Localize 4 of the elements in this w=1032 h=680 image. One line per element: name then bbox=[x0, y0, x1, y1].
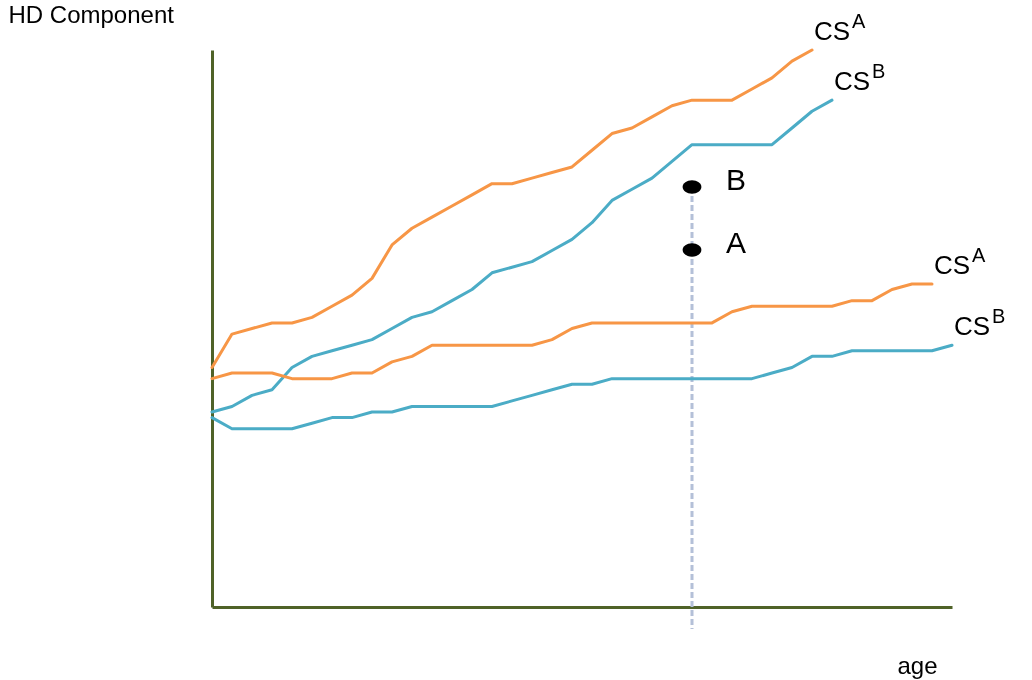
x-axis-title: age bbox=[897, 651, 938, 679]
series-label: B bbox=[726, 163, 747, 197]
y-axis-title: HD Component bbox=[8, 0, 175, 28]
series-label: A bbox=[726, 225, 747, 259]
